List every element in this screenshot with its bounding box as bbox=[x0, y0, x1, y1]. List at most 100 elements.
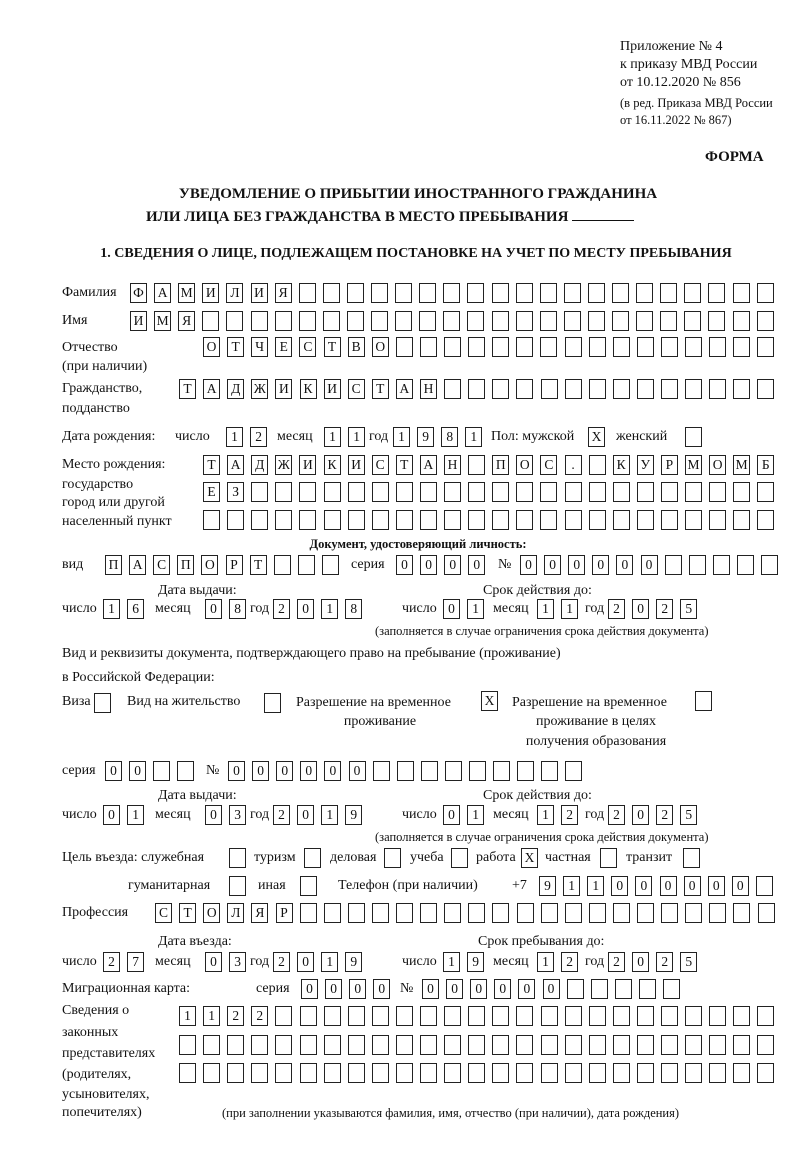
char-box: 0 bbox=[659, 876, 677, 896]
char-box bbox=[636, 1063, 654, 1083]
char-box: 1 bbox=[348, 427, 366, 447]
char-box bbox=[636, 510, 654, 530]
char-box bbox=[229, 848, 246, 868]
char-box: 1 bbox=[393, 427, 410, 447]
char-box: 1 bbox=[179, 1006, 196, 1026]
char-box bbox=[395, 482, 413, 502]
char-box bbox=[755, 876, 773, 896]
char-box: Т bbox=[179, 903, 197, 923]
char-box bbox=[636, 283, 654, 303]
char-box: 2 bbox=[273, 952, 290, 972]
id-doc-note: (заполняется в случае ограничения срока … bbox=[375, 624, 709, 638]
char-box bbox=[733, 337, 751, 357]
purpose-label: Цель въезда: служебная bbox=[62, 850, 205, 865]
right-doc-valid-month-label: месяц bbox=[493, 807, 529, 822]
char-box bbox=[587, 311, 605, 331]
char-box: X bbox=[521, 848, 538, 868]
char-box: 0 bbox=[297, 599, 315, 619]
revision-line-1: (в ред. Приказа МВД России bbox=[620, 96, 773, 110]
char-box: 0 bbox=[325, 979, 343, 999]
char-box bbox=[229, 876, 246, 896]
char-box bbox=[540, 510, 558, 530]
char-box: 2 bbox=[561, 805, 579, 825]
char-box bbox=[661, 1063, 678, 1083]
char-box bbox=[203, 1063, 221, 1083]
char-box bbox=[492, 482, 510, 502]
char-box: К bbox=[299, 379, 317, 399]
char-box: Р bbox=[225, 555, 243, 575]
char-box bbox=[757, 510, 775, 530]
char-box bbox=[661, 1006, 678, 1026]
char-box: Я bbox=[251, 903, 269, 923]
char-box bbox=[346, 283, 364, 303]
char-box bbox=[756, 311, 774, 331]
char-box bbox=[304, 848, 321, 868]
char-box bbox=[516, 337, 534, 357]
char-box: 2 bbox=[608, 952, 625, 972]
char-box bbox=[756, 283, 774, 303]
char-box: 1 bbox=[226, 427, 243, 447]
char-box bbox=[661, 379, 678, 399]
char-box: 9 bbox=[539, 876, 556, 896]
char-box: Ч bbox=[251, 337, 269, 357]
char-box: У bbox=[636, 455, 654, 475]
char-box bbox=[419, 482, 437, 502]
char-box bbox=[517, 761, 535, 781]
char-box: 2 bbox=[227, 1006, 245, 1026]
char-box: 2 bbox=[273, 599, 290, 619]
char-box: 1 bbox=[321, 805, 339, 825]
id-doc-heading: Документ, удостоверяющий личность: bbox=[309, 537, 527, 551]
char-box: 0 bbox=[468, 555, 486, 575]
char-box: Т bbox=[323, 337, 341, 357]
char-box: П bbox=[105, 555, 122, 575]
char-box: 0 bbox=[444, 555, 462, 575]
char-box bbox=[420, 903, 438, 923]
char-box: 1 bbox=[103, 599, 120, 619]
char-box: 5 bbox=[680, 805, 698, 825]
stay-month-label: месяц bbox=[493, 954, 529, 969]
char-box bbox=[685, 482, 702, 502]
char-box: 2 bbox=[656, 805, 674, 825]
birthplace-label-4: населенный пункт bbox=[62, 514, 172, 529]
char-box bbox=[688, 555, 706, 575]
char-box: 0 bbox=[373, 979, 391, 999]
section-heading: 1. СВЕДЕНИЯ О ЛИЦЕ, ПОДЛЕЖАЩЕМ ПОСТАНОВК… bbox=[100, 246, 732, 261]
char-box: 2 bbox=[251, 1006, 269, 1026]
right-doc-heading-1: Вид и реквизиты документа, подтверждающе… bbox=[62, 646, 561, 661]
char-box bbox=[709, 1006, 727, 1026]
char-box: Л bbox=[226, 283, 244, 303]
char-box bbox=[708, 311, 726, 331]
char-box bbox=[540, 1006, 558, 1026]
char-box bbox=[541, 761, 559, 781]
char-box bbox=[516, 482, 534, 502]
purpose-business-label: деловая bbox=[330, 850, 377, 865]
char-box bbox=[275, 1063, 293, 1083]
char-box bbox=[371, 1063, 389, 1083]
char-box: П bbox=[177, 555, 195, 575]
entry-date-label: Дата въезда: bbox=[158, 934, 232, 949]
char-box bbox=[515, 311, 533, 331]
char-box: А bbox=[203, 379, 221, 399]
char-box bbox=[709, 337, 727, 357]
char-box bbox=[492, 510, 510, 530]
char-box bbox=[660, 311, 678, 331]
char-box bbox=[587, 283, 605, 303]
purpose-tourism-label: туризм bbox=[254, 850, 296, 865]
char-box: Н bbox=[444, 455, 461, 475]
char-box: 0 bbox=[443, 599, 460, 619]
char-box bbox=[732, 311, 750, 331]
right-doc-valid-year-label: год bbox=[585, 807, 605, 822]
char-box: 0 bbox=[520, 555, 537, 575]
representatives-label-2: законных bbox=[62, 1025, 119, 1040]
char-box: 9 bbox=[345, 952, 363, 972]
char-box bbox=[661, 1035, 678, 1055]
char-box: 0 bbox=[443, 805, 460, 825]
char-box: 0 bbox=[683, 876, 701, 896]
char-box: 1 bbox=[127, 805, 145, 825]
char-box bbox=[563, 311, 581, 331]
char-box bbox=[588, 1006, 606, 1026]
char-box: 0 bbox=[297, 952, 315, 972]
char-box: А bbox=[419, 455, 437, 475]
char-box bbox=[227, 1035, 245, 1055]
sex-male-label: Пол: мужской bbox=[491, 429, 575, 444]
